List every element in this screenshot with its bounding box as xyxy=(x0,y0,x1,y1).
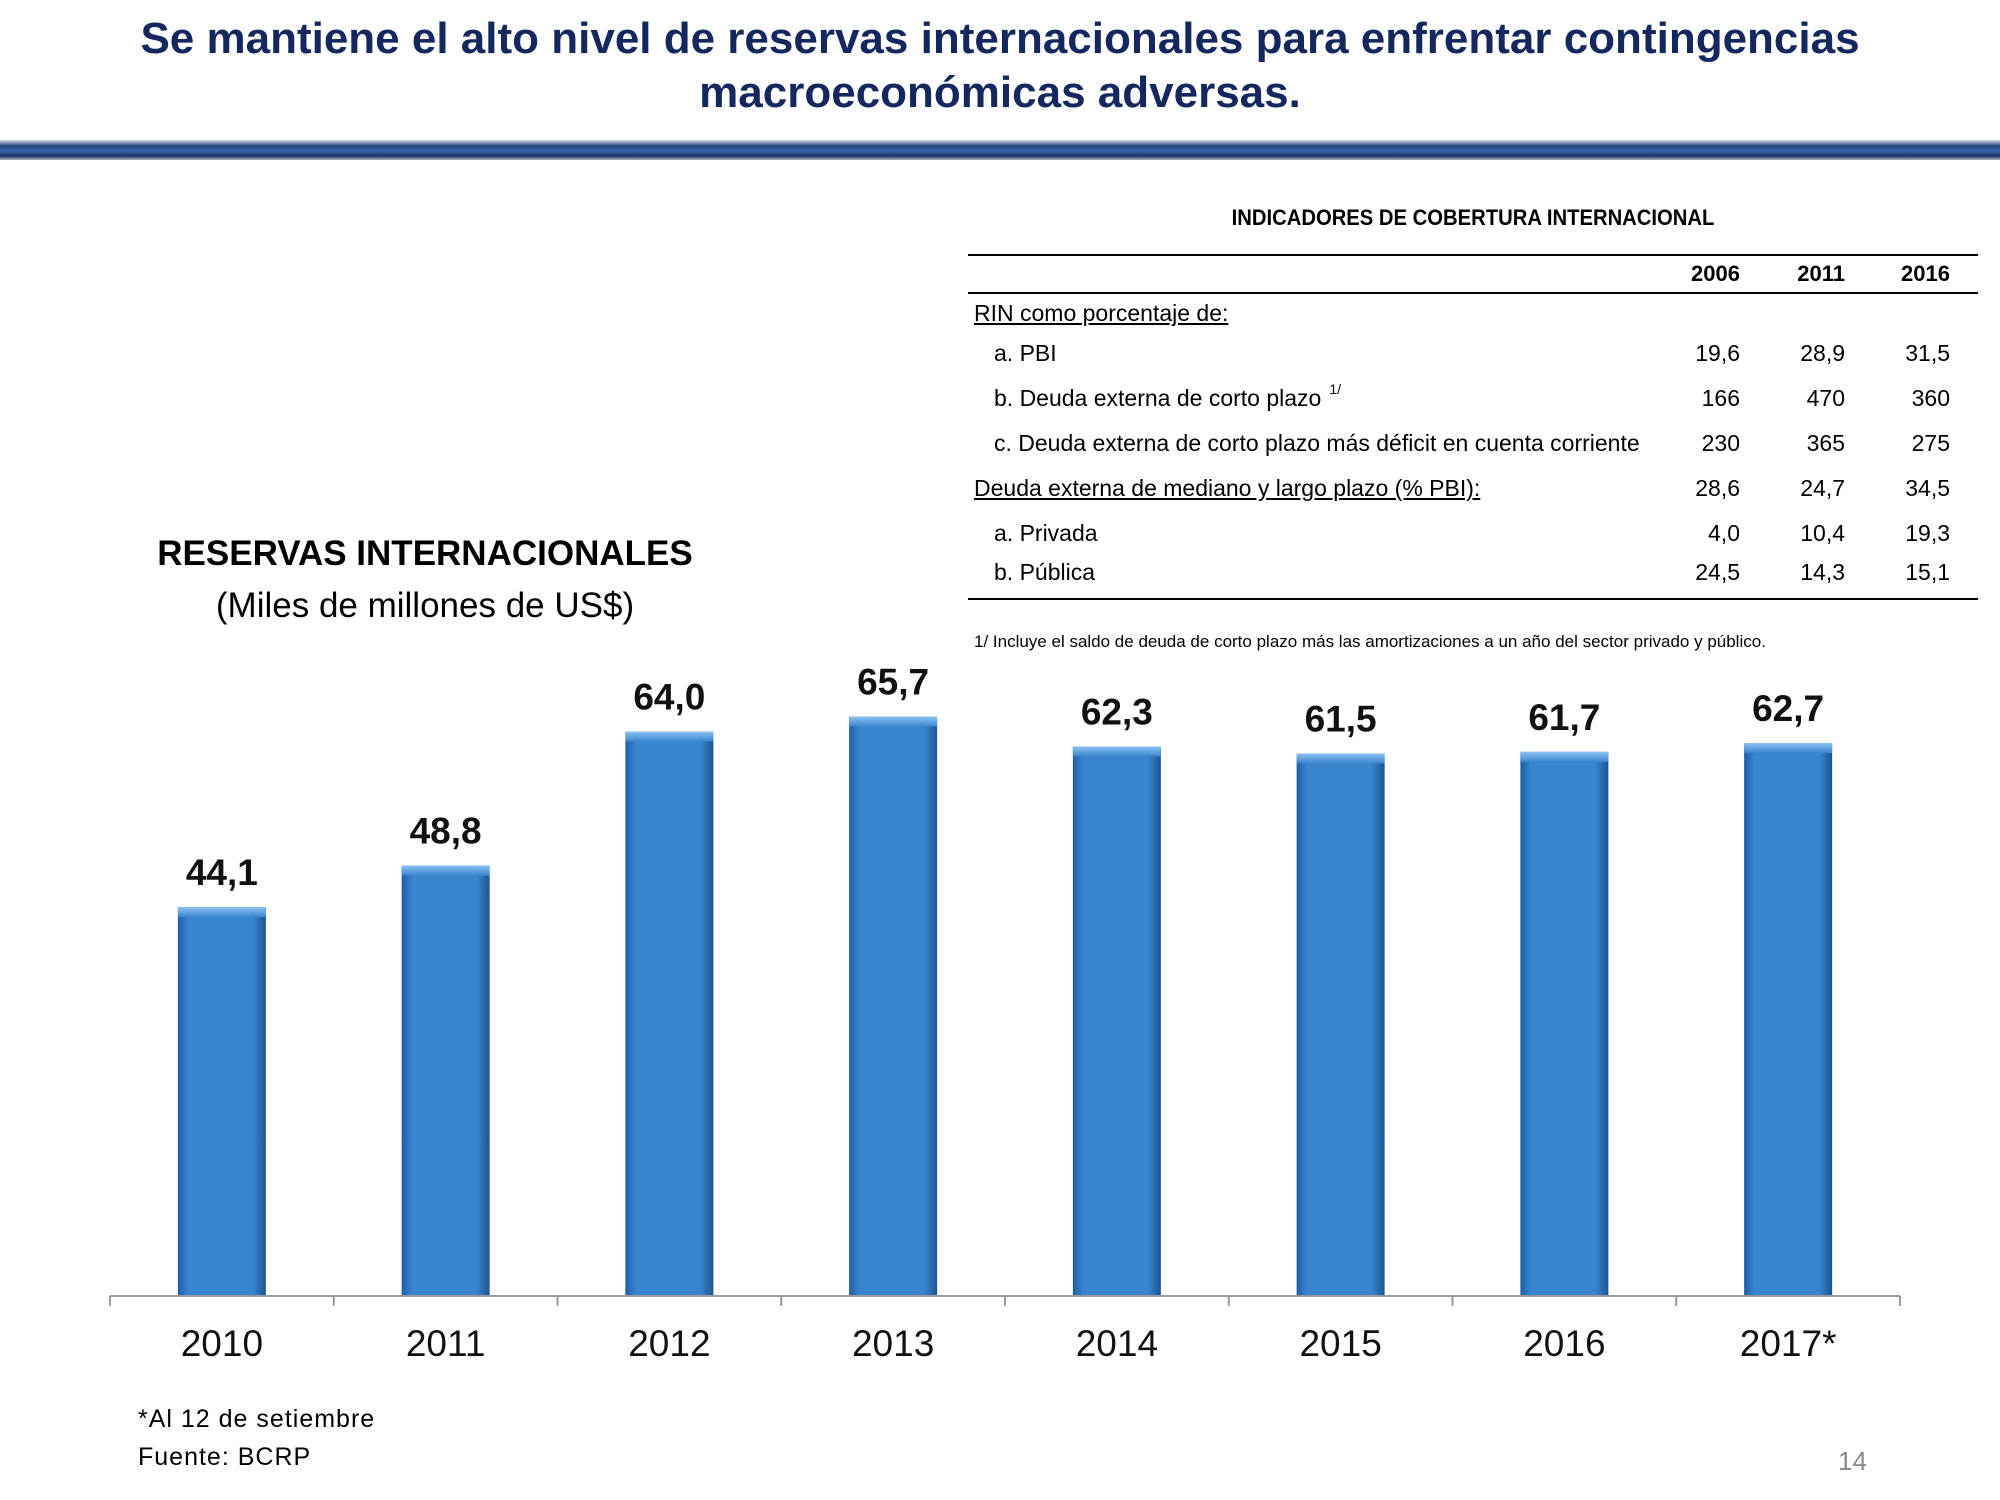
data-label: 62,7 xyxy=(1752,688,1824,729)
table-cell: 10,4 xyxy=(1800,519,1845,546)
title-divider xyxy=(0,140,2000,160)
table-footnote: 1/ Incluye el saldo de deuda de corto pl… xyxy=(974,632,1766,651)
table-cell: 230 xyxy=(1701,429,1740,456)
slide-title-line1: Se mantiene el alto nivel de reservas in… xyxy=(140,14,1860,63)
table-cell: 19,6 xyxy=(1695,339,1740,366)
table-cell: 34,5 xyxy=(1905,474,1950,501)
bar xyxy=(401,865,490,1296)
table-cell: 14,3 xyxy=(1800,559,1845,585)
table-header-row: 2006 2011 2016 xyxy=(968,255,1978,293)
data-label: 44,1 xyxy=(186,852,258,893)
x-tick-label: 2013 xyxy=(852,1323,934,1364)
table-row: a. Privada 4,0 10,4 19,3 xyxy=(968,513,1978,553)
table-row-label: Deuda externa de mediano y largo plazo (… xyxy=(974,474,1481,501)
data-label: 48,8 xyxy=(410,811,482,852)
table-row-label: c. Deuda externa de corto plazo más défi… xyxy=(994,429,1640,456)
table-cell: 275 xyxy=(1911,429,1950,456)
bar-cap xyxy=(177,907,266,918)
table-cell: 24,7 xyxy=(1800,474,1845,501)
bar xyxy=(625,731,714,1296)
chart-subtitle: (Miles de millones de US$) xyxy=(215,586,635,625)
table-row: b. Deuda externa de corto plazo 1/ 166 47… xyxy=(968,373,1978,423)
page-number: 14 xyxy=(1838,1446,1867,1476)
table-row: b. Pública 24,5 14,3 15,1 xyxy=(968,553,1978,599)
data-label: 61,5 xyxy=(1305,699,1377,740)
chart-title-block: RESERVAS INTERNACIONALES (Miles de millo… xyxy=(120,528,730,632)
bar xyxy=(849,716,938,1296)
note-source: Fuente: BCRP xyxy=(138,1443,312,1471)
bar xyxy=(177,907,266,1296)
bar xyxy=(1520,751,1609,1296)
table-cell: 19,3 xyxy=(1905,519,1950,546)
table-cell: 470 xyxy=(1806,384,1845,411)
bar-cap xyxy=(1520,751,1609,762)
bar-cap xyxy=(1072,746,1161,757)
note-date: *Al 12 de setiembre xyxy=(138,1405,376,1433)
table-cell: 365 xyxy=(1806,429,1845,456)
bar xyxy=(1072,746,1161,1296)
chart-title: RESERVAS INTERNACIONALES xyxy=(157,534,693,573)
table-row: Deuda externa de mediano y largo plazo (… xyxy=(968,463,1978,513)
data-label: 65,7 xyxy=(857,662,929,703)
data-label: 64,0 xyxy=(633,677,705,718)
bar-cap xyxy=(1296,753,1385,764)
data-label: 61,7 xyxy=(1528,697,1600,738)
bar-cap xyxy=(401,865,490,876)
table-row-label: a. Privada xyxy=(994,519,1098,546)
table-row-label: a. PBI xyxy=(994,339,1057,366)
x-tick-label: 2012 xyxy=(628,1323,710,1364)
footnote-marker: 1/ xyxy=(1329,380,1342,397)
table-title: INDICADORES DE COBERTURA INTERNACIONAL xyxy=(1231,205,1715,230)
table-cell: 360 xyxy=(1911,384,1950,411)
table-cell: 166 xyxy=(1701,384,1740,411)
table-cell: 4,0 xyxy=(1708,519,1740,546)
x-tick-label: 2014 xyxy=(1076,1323,1158,1364)
table-cell: 24,5 xyxy=(1695,559,1740,585)
slide-title: Se mantiene el alto nivel de reservas in… xyxy=(60,12,1940,120)
table-cell: 28,9 xyxy=(1800,339,1845,366)
bar-cap xyxy=(1744,742,1833,753)
x-tick-label: 2015 xyxy=(1299,1323,1381,1364)
bar-cap xyxy=(625,731,714,742)
table-cell: 31,5 xyxy=(1905,339,1950,366)
x-tick-label: 2010 xyxy=(181,1323,263,1364)
x-axis: 2010 2011 2012 2013 2014 2015 2016 2017* xyxy=(109,1295,1901,1364)
table-row: c. Deuda externa de corto plazo más défi… xyxy=(968,423,1978,463)
coverage-indicators-table: 2006 2011 2016 RIN como porcentaje de: a… xyxy=(968,254,1978,600)
table-row: RIN como porcentaje de: xyxy=(968,293,1978,333)
table-cell: 28,6 xyxy=(1695,474,1740,501)
bar xyxy=(1744,742,1833,1296)
table-header-year: 2006 xyxy=(1691,261,1740,286)
bar xyxy=(1296,753,1385,1296)
x-tick-label: 2011 xyxy=(406,1323,486,1364)
data-label: 62,3 xyxy=(1081,692,1153,733)
table-row: a. PBI 19,6 28,9 31,5 xyxy=(968,333,1978,373)
table-header-year: 2011 xyxy=(1797,261,1845,286)
x-tick-label: 2016 xyxy=(1523,1323,1605,1364)
bars-group: 44,1 48,8 64,0 65,7 62,3 61,5 61,7 62,7 xyxy=(177,662,1833,1296)
bar-cap xyxy=(849,716,938,727)
table-row-label: RIN como porcentaje de: xyxy=(974,300,1229,326)
x-tick-label: 2017* xyxy=(1740,1323,1837,1364)
table-row-label: b. Pública xyxy=(994,559,1096,585)
table-header-year: 2016 xyxy=(1901,261,1950,286)
table-row-label: b. Deuda externa de corto plazo 1/ xyxy=(994,380,1342,411)
table-cell: 15,1 xyxy=(1905,559,1950,585)
slide-title-line2: macroeconómicas adversas. xyxy=(699,68,1301,117)
notes: *Al 12 de setiembre Fuente: BCRP xyxy=(138,1400,375,1476)
